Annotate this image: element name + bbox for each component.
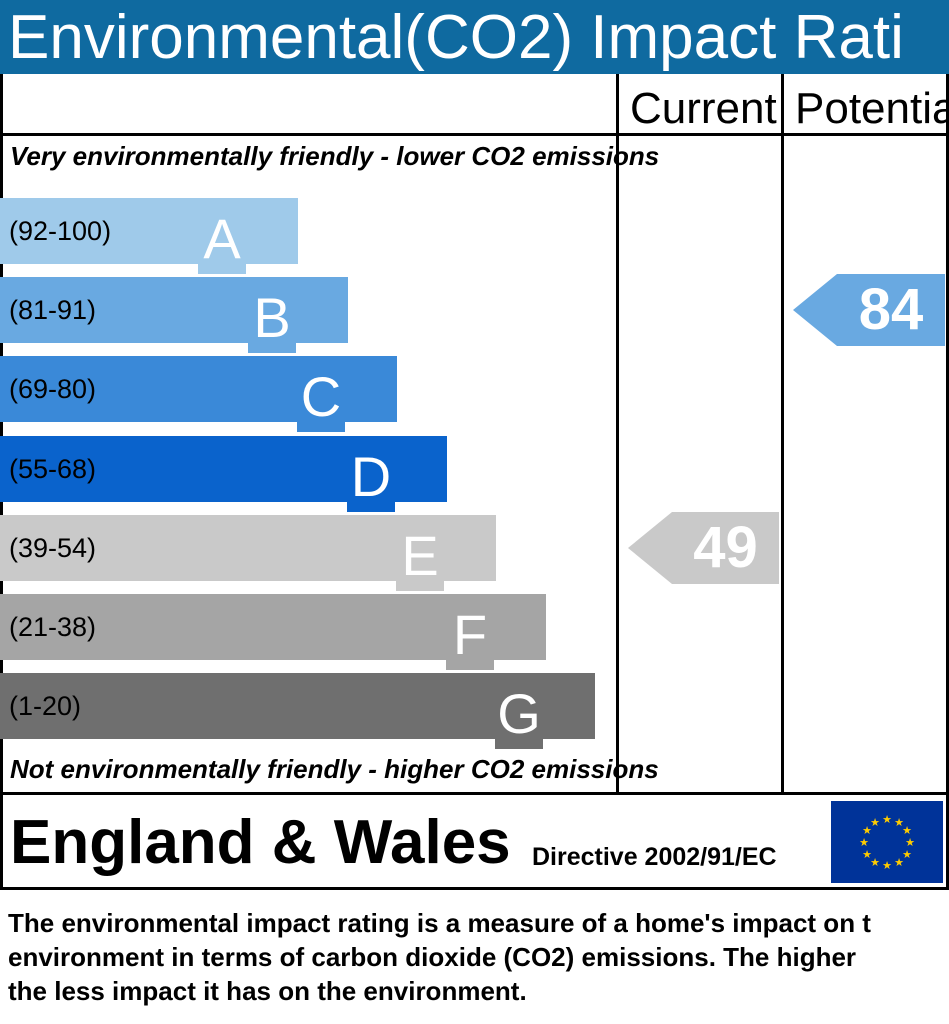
current-column-header: Current (630, 84, 777, 133)
svg-text:★: ★ (862, 848, 872, 861)
band-letter: E (396, 521, 444, 591)
current-rating-arrow (628, 512, 779, 584)
band-e: (39-54) E (0, 515, 496, 591)
svg-text:★: ★ (882, 813, 892, 826)
band-range: (55-68) (9, 454, 97, 484)
svg-text:★: ★ (862, 824, 872, 837)
svg-text:★: ★ (902, 848, 912, 861)
band-a: (92-100) A (0, 198, 298, 274)
band-range: (1-20) (9, 691, 82, 721)
band-range: (21-38) (9, 612, 97, 642)
footer-directive: Directive 2002/91/EC (532, 843, 777, 871)
chart-bottom-divider (0, 792, 949, 795)
page-title: Environmental(CO2) Impact Rati (8, 3, 904, 72)
potential-column-header: Potentia (795, 84, 947, 133)
description-text: The environmental impact rating is a mea… (8, 906, 949, 1008)
band-g: (1-20) G (0, 673, 595, 749)
band-d: (55-68) D (0, 436, 447, 512)
band-letter: D (347, 442, 395, 512)
header-bar: Environmental(CO2) Impact Rati (0, 0, 949, 74)
band-letter: F (446, 600, 494, 670)
header-row-divider (0, 133, 949, 136)
current-column-divider (616, 74, 619, 794)
eu-flag-icon: ★ ★ ★ ★ ★ ★ ★ ★ ★ ★ ★ ★ (831, 801, 943, 883)
frame-right-border (946, 74, 949, 890)
band-letter: C (297, 362, 345, 432)
svg-text:★: ★ (894, 816, 904, 829)
current-rating-value: 49 (693, 515, 758, 580)
bottom-note: Not environmentally friendly - higher CO… (10, 754, 659, 784)
band-letter: B (248, 283, 296, 353)
svg-text:★: ★ (894, 856, 904, 869)
band-range: (81-91) (9, 295, 97, 325)
svg-text:★: ★ (902, 824, 912, 837)
band-range: (92-100) (9, 216, 112, 246)
svg-text:★: ★ (882, 859, 892, 872)
band-f: (21-38) F (0, 594, 546, 670)
footer-country: England & Wales (10, 808, 511, 877)
svg-text:★: ★ (870, 816, 880, 829)
top-note: Very environmentally friendly - lower CO… (10, 141, 660, 171)
description-line-1: The environmental impact rating is a mea… (8, 908, 871, 938)
band-letter: G (495, 679, 543, 749)
band-range: (39-54) (9, 533, 97, 563)
potential-rating-arrow (793, 274, 945, 346)
svg-text:★: ★ (870, 856, 880, 869)
band-range: (69-80) (9, 374, 97, 404)
description-line-3: the less impact it has on the environmen… (8, 976, 527, 1006)
footer-bottom-border (0, 887, 949, 890)
band-b: (81-91) B (0, 277, 348, 353)
potential-column-divider (781, 74, 784, 794)
svg-text:★: ★ (905, 836, 915, 849)
svg-text:★: ★ (859, 836, 869, 849)
potential-rating-value: 84 (858, 277, 924, 342)
band-letter: A (198, 204, 246, 274)
description-line-2: environment in terms of carbon dioxide (… (8, 942, 857, 972)
band-c: (69-80) C (0, 356, 397, 432)
